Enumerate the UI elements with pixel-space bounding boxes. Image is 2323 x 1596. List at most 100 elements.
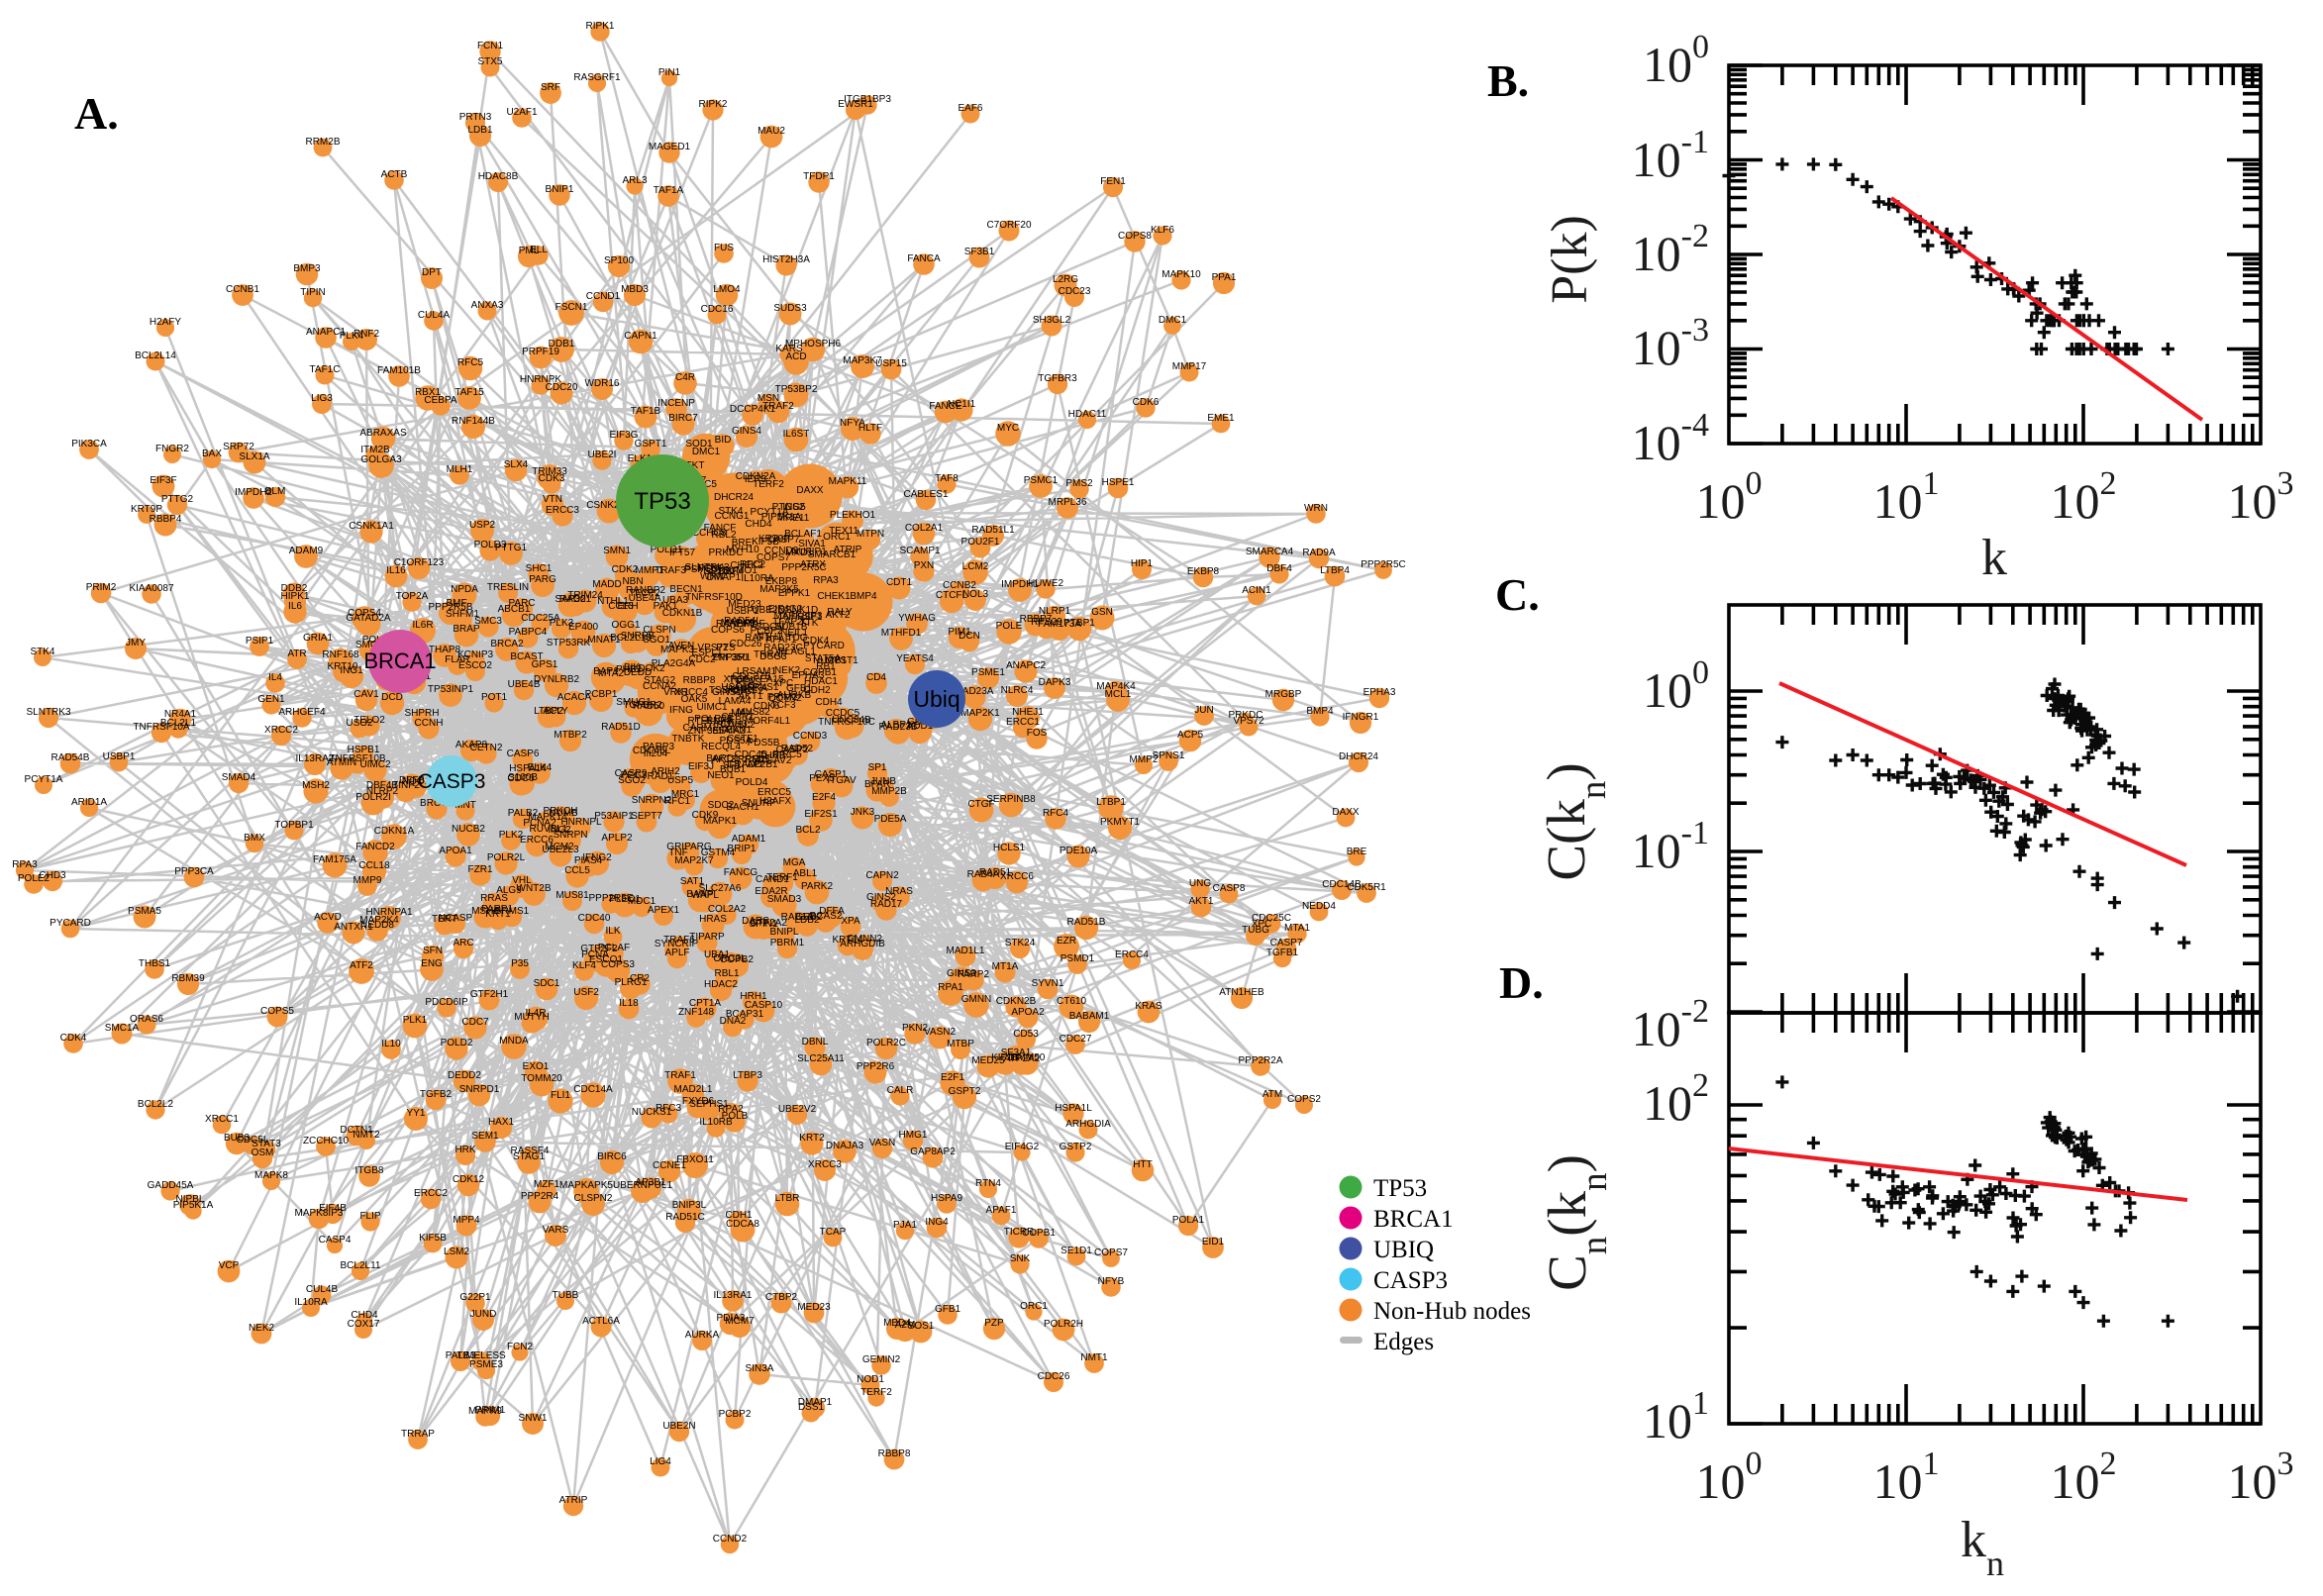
svg-text:ERCC4: ERCC4 bbox=[1115, 949, 1149, 960]
svg-text:UBE2N: UBE2N bbox=[662, 1421, 695, 1432]
svg-text:SEM1: SEM1 bbox=[471, 1131, 499, 1142]
svg-text:C4R: C4R bbox=[675, 372, 695, 383]
svg-text:BCL2L2: BCL2L2 bbox=[138, 1099, 174, 1110]
svg-text:AP3B1: AP3B1 bbox=[635, 1177, 666, 1188]
svg-text:MAPK14: MAPK14 bbox=[528, 812, 567, 823]
svg-text:BCL2: BCL2 bbox=[795, 825, 820, 836]
svg-text:LTBP2: LTBP2 bbox=[534, 706, 563, 717]
svg-text:FCN1: FCN1 bbox=[477, 41, 504, 51]
svg-text:PSMC1: PSMC1 bbox=[1024, 475, 1059, 486]
svg-text:COPB2: COPB2 bbox=[720, 954, 754, 965]
svg-text:PDE10A: PDE10A bbox=[1060, 846, 1098, 856]
svg-text:CDC23: CDC23 bbox=[1059, 286, 1091, 297]
svg-text:CDC26: CDC26 bbox=[1038, 1371, 1070, 1382]
svg-text:BACH1: BACH1 bbox=[726, 802, 759, 813]
svg-text:EXO1: EXO1 bbox=[523, 1061, 550, 1072]
svg-text:HIP1: HIP1 bbox=[1131, 558, 1154, 569]
svg-text:MT1A: MT1A bbox=[992, 961, 1019, 972]
svg-text:BMX: BMX bbox=[244, 833, 265, 844]
svg-text:DMAP1: DMAP1 bbox=[798, 1397, 833, 1408]
svg-text:DBNL: DBNL bbox=[802, 1037, 829, 1047]
svg-text:KRT2: KRT2 bbox=[799, 1133, 825, 1144]
svg-text:KRT14: KRT14 bbox=[833, 935, 863, 946]
svg-text:HSPA1L: HSPA1L bbox=[1055, 1103, 1092, 1114]
svg-text:RBM39: RBM39 bbox=[171, 973, 205, 984]
svg-text:EAF6: EAF6 bbox=[958, 103, 982, 114]
svg-text:CT610: CT610 bbox=[1057, 996, 1086, 1007]
svg-text:CDC40: CDC40 bbox=[578, 913, 611, 924]
svg-text:NEK2: NEK2 bbox=[249, 1323, 275, 1334]
svg-text:CASP4: CASP4 bbox=[319, 1235, 352, 1246]
svg-text:GTF2H1: GTF2H1 bbox=[470, 989, 509, 1000]
svg-text:POT1: POT1 bbox=[481, 692, 508, 703]
svg-text:PLEKHO1: PLEKHO1 bbox=[830, 510, 876, 521]
svg-text:FANCA: FANCA bbox=[907, 253, 941, 264]
svg-text:GAP8AP2: GAP8AP2 bbox=[910, 1147, 956, 1157]
svg-text:APOA2: APOA2 bbox=[1011, 1007, 1045, 1018]
svg-text:PCYT1A: PCYT1A bbox=[25, 774, 63, 785]
svg-text:BLM: BLM bbox=[265, 486, 286, 497]
svg-text:SLC25A11: SLC25A11 bbox=[797, 1053, 845, 1064]
svg-text:HMG1: HMG1 bbox=[899, 1130, 928, 1141]
svg-text:CASP7: CASP7 bbox=[1270, 938, 1303, 948]
svg-text:PRKDC: PRKDC bbox=[1228, 710, 1262, 721]
svg-text:PSIP1: PSIP1 bbox=[246, 636, 274, 647]
svg-text:EKBP8: EKBP8 bbox=[1187, 566, 1220, 577]
svg-text:BMP3: BMP3 bbox=[293, 263, 321, 274]
svg-text:CHEK1: CHEK1 bbox=[817, 591, 851, 602]
svg-text:SNK: SNK bbox=[1010, 1253, 1031, 1264]
svg-text:POLR2I: POLR2I bbox=[355, 792, 391, 803]
svg-text:PPP2R6: PPP2R6 bbox=[857, 1061, 895, 1072]
svg-text:HRAS: HRAS bbox=[699, 914, 727, 925]
svg-text:ING1: ING1 bbox=[340, 665, 363, 676]
svg-text:STK24: STK24 bbox=[1005, 938, 1036, 948]
svg-text:RBX1: RBX1 bbox=[415, 387, 442, 398]
svg-text:CCL5: CCL5 bbox=[564, 865, 590, 876]
svg-text:MLH1: MLH1 bbox=[447, 464, 473, 475]
svg-text:SF3B1: SF3B1 bbox=[964, 247, 995, 257]
svg-text:CDKN2A: CDKN2A bbox=[736, 471, 776, 482]
svg-text:POLR2C: POLR2C bbox=[866, 1038, 906, 1048]
svg-text:TGFBR2: TGFBR2 bbox=[623, 700, 662, 711]
svg-text:CDT1: CDT1 bbox=[886, 577, 913, 588]
svg-text:CAND1: CAND1 bbox=[756, 874, 789, 885]
svg-text:PJA1: PJA1 bbox=[893, 1220, 917, 1231]
svg-text:ANTXR1: ANTXR1 bbox=[334, 922, 373, 933]
svg-text:GINS2: GINS2 bbox=[866, 892, 896, 903]
svg-text:CSNK1D: CSNK1D bbox=[778, 605, 819, 616]
svg-text:MAPK9: MAPK9 bbox=[468, 1406, 502, 1417]
svg-text:CABLES1: CABLES1 bbox=[903, 489, 948, 500]
svg-text:KRT9P: KRT9P bbox=[131, 504, 162, 515]
svg-text:ATRX: ATRX bbox=[800, 559, 826, 570]
svg-text:HIPK1: HIPK1 bbox=[281, 591, 310, 602]
svg-text:COPS8: COPS8 bbox=[1118, 231, 1152, 242]
svg-text:BRCA1: BRCA1 bbox=[1373, 1206, 1454, 1233]
svg-text:PLK1: PLK1 bbox=[403, 1015, 428, 1026]
svg-text:Non-Hub nodes: Non-Hub nodes bbox=[1373, 1298, 1531, 1325]
svg-text:JUN: JUN bbox=[1194, 705, 1213, 716]
svg-text:BCL2L14: BCL2L14 bbox=[135, 350, 176, 361]
svg-text:CCND3: CCND3 bbox=[793, 731, 828, 742]
svg-text:PTTG2: PTTG2 bbox=[161, 494, 194, 505]
svg-text:TAF1B: TAF1B bbox=[631, 406, 661, 417]
svg-text:PLK2: PLK2 bbox=[499, 830, 524, 841]
svg-text:CDC27: CDC27 bbox=[1060, 1034, 1092, 1045]
svg-text:EME1: EME1 bbox=[1207, 413, 1235, 424]
svg-text:RRAS: RRAS bbox=[480, 893, 508, 904]
svg-text:PARP1: PARP1 bbox=[481, 904, 513, 915]
svg-text:TNBTK: TNBTK bbox=[672, 734, 705, 745]
svg-text:TRIM33: TRIM33 bbox=[532, 466, 567, 477]
svg-text:FANCE: FANCE bbox=[929, 401, 962, 412]
svg-text:CDK4: CDK4 bbox=[60, 1033, 87, 1044]
svg-text:CASP8: CASP8 bbox=[1213, 883, 1246, 894]
svg-text:CCNH: CCNH bbox=[415, 718, 444, 729]
svg-text:RPA1: RPA1 bbox=[938, 982, 963, 993]
svg-text:ADAM9: ADAM9 bbox=[289, 546, 324, 556]
svg-text:PMS2: PMS2 bbox=[1065, 478, 1093, 489]
svg-text:ING4: ING4 bbox=[925, 1217, 949, 1228]
svg-text:STX5: STX5 bbox=[477, 56, 502, 67]
svg-text:ILK: ILK bbox=[605, 926, 620, 937]
svg-text:PCBP1: PCBP1 bbox=[585, 689, 618, 700]
svg-text:CDC45L: CDC45L bbox=[633, 746, 671, 756]
svg-text:VHL: VHL bbox=[512, 875, 532, 886]
